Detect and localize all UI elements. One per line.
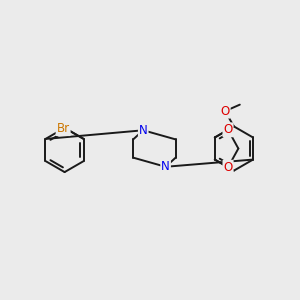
Text: N: N <box>139 124 148 137</box>
Text: O: O <box>220 105 230 118</box>
Text: O: O <box>224 161 233 174</box>
Text: O: O <box>224 123 233 136</box>
Text: Br: Br <box>57 122 70 135</box>
Text: N: N <box>161 160 170 173</box>
